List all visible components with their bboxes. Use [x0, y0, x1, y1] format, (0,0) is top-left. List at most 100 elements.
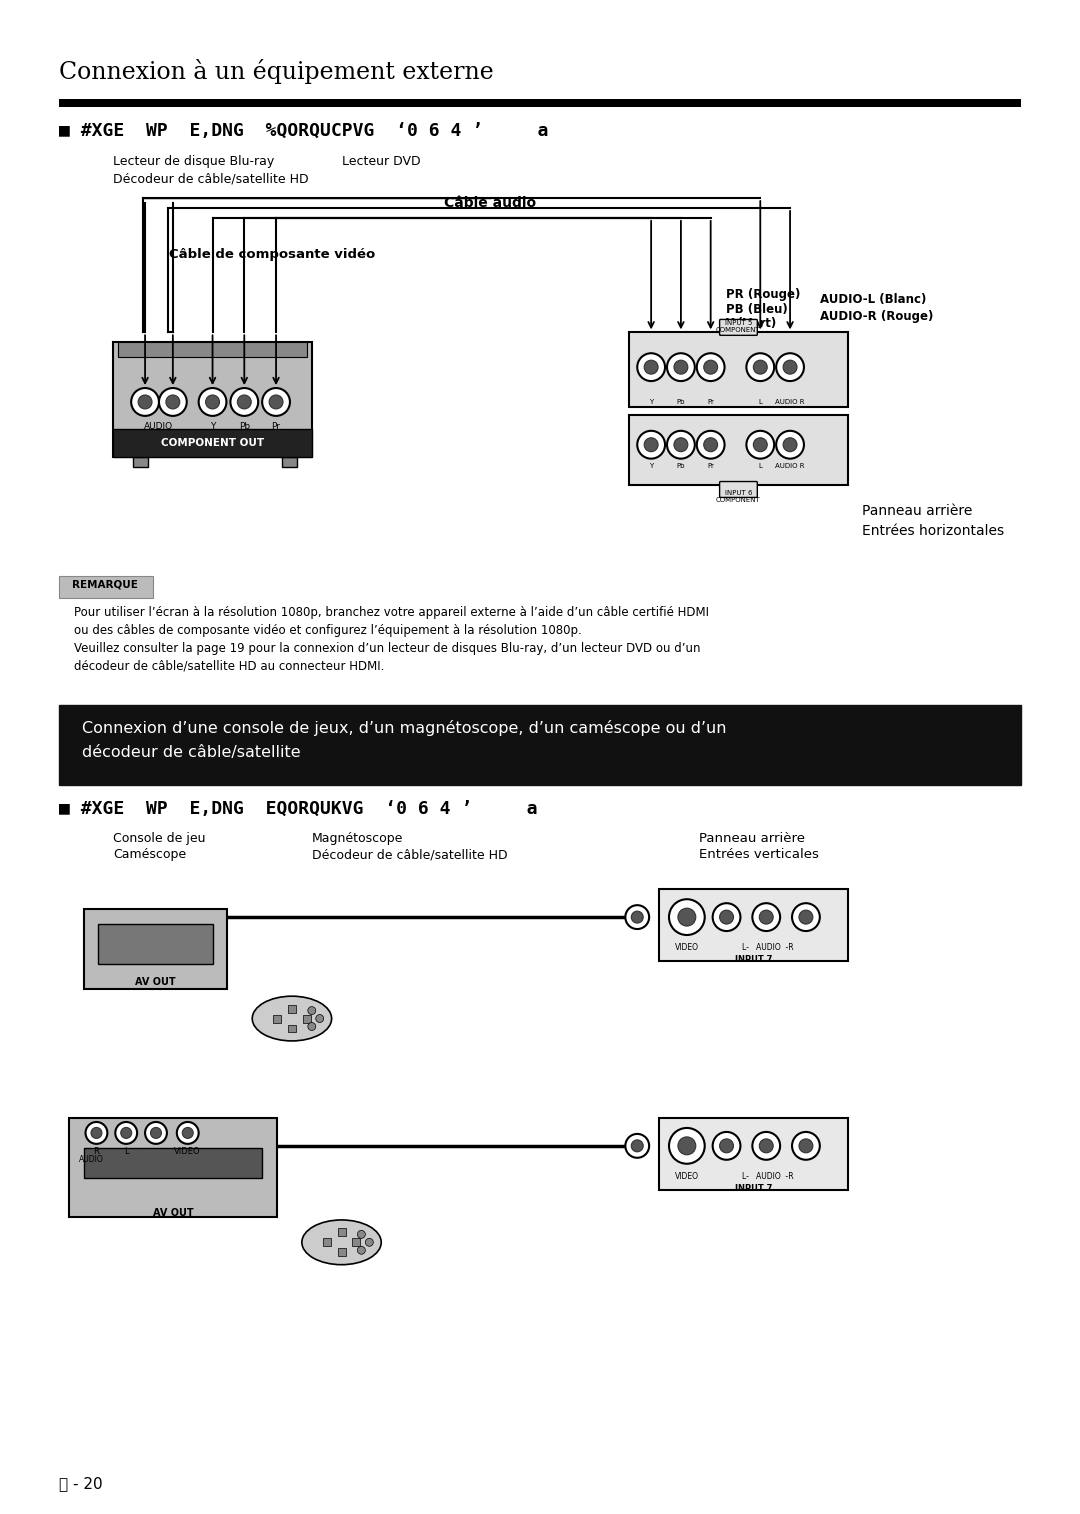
Circle shape: [199, 388, 227, 416]
Bar: [83, 910, 228, 989]
Circle shape: [85, 1122, 107, 1145]
Text: Connexion d’une console de jeux, d’un magnétoscope, d’un caméscope ou d’un: Connexion d’une console de jeux, d’un ma…: [82, 721, 726, 736]
Text: décodeur de câble/satellite: décodeur de câble/satellite: [82, 745, 300, 760]
Bar: [288, 1025, 296, 1033]
Text: L: L: [758, 463, 762, 469]
Circle shape: [637, 353, 665, 382]
Circle shape: [632, 911, 644, 924]
Bar: [98, 924, 213, 964]
Circle shape: [308, 1007, 315, 1014]
Circle shape: [625, 905, 649, 930]
Circle shape: [262, 388, 289, 416]
Circle shape: [315, 1014, 324, 1022]
Circle shape: [674, 360, 688, 374]
Circle shape: [704, 360, 717, 374]
Bar: [630, 333, 848, 407]
Text: décodeur de câble/satellite HD au connecteur HDMI.: décodeur de câble/satellite HD au connec…: [73, 660, 384, 672]
Bar: [659, 889, 848, 961]
Text: AV OUT: AV OUT: [135, 977, 176, 987]
Circle shape: [238, 395, 252, 409]
Ellipse shape: [301, 1220, 381, 1264]
Text: AV OUT: AV OUT: [152, 1208, 193, 1217]
Bar: [69, 1117, 278, 1217]
Text: L-   AUDIO  -R: L- AUDIO -R: [742, 1172, 794, 1181]
Circle shape: [365, 1238, 374, 1246]
Text: COMPONENT OUT: COMPONENT OUT: [161, 438, 265, 448]
Circle shape: [783, 438, 797, 451]
Circle shape: [713, 904, 741, 931]
Text: Pour utiliser l’écran à la résolution 1080p, branchez votre appareil externe à l: Pour utiliser l’écran à la résolution 10…: [73, 606, 708, 619]
Text: Décodeur de câble/satellite HD: Décodeur de câble/satellite HD: [113, 173, 309, 185]
FancyBboxPatch shape: [719, 481, 757, 498]
Circle shape: [719, 1139, 733, 1152]
Text: Câble audio: Câble audio: [444, 197, 537, 210]
Circle shape: [183, 1128, 193, 1139]
Circle shape: [632, 1140, 644, 1152]
Text: L: L: [124, 1146, 129, 1155]
Text: AUDIO: AUDIO: [79, 1155, 104, 1164]
Text: AUDIO: AUDIO: [145, 422, 174, 431]
Text: ■ #XGE  WP  E,DNG  %QORQUCPVG  ‘0 6 4 ’     a: ■ #XGE WP E,DNG %QORQUCPVG ‘0 6 4 ’ a: [58, 121, 549, 139]
Circle shape: [746, 353, 774, 382]
Text: Câble de composante vidéo: Câble de composante vidéo: [168, 248, 375, 260]
Circle shape: [759, 1139, 773, 1152]
Text: VIDEO: VIDEO: [175, 1146, 201, 1155]
Text: Décodeur de câble/satellite HD: Décodeur de câble/satellite HD: [312, 848, 508, 861]
Ellipse shape: [253, 996, 332, 1042]
Text: VIDEO: VIDEO: [675, 1172, 699, 1181]
Text: AUDIO R: AUDIO R: [775, 400, 805, 404]
Circle shape: [357, 1231, 365, 1238]
Text: Pr: Pr: [271, 422, 281, 431]
Bar: [58, 575, 153, 598]
Text: Y (Vert): Y (Vert): [726, 318, 777, 330]
Text: AUDIO R: AUDIO R: [775, 463, 805, 469]
Circle shape: [777, 353, 804, 382]
Circle shape: [269, 395, 283, 409]
Text: Pb: Pb: [239, 422, 249, 431]
Text: INPUT 6
COMPONENT: INPUT 6 COMPONENT: [716, 491, 760, 503]
Bar: [83, 1148, 262, 1178]
Circle shape: [644, 438, 658, 451]
Circle shape: [667, 353, 694, 382]
Circle shape: [697, 353, 725, 382]
Circle shape: [644, 360, 658, 374]
Circle shape: [205, 395, 219, 409]
Text: Y: Y: [649, 463, 653, 469]
Text: Connexion à un équipement externe: Connexion à un équipement externe: [58, 59, 494, 83]
Circle shape: [166, 395, 179, 409]
Bar: [338, 1228, 346, 1237]
Circle shape: [131, 388, 159, 416]
Text: Console de jeu: Console de jeu: [113, 831, 206, 845]
Text: AUDIO-R (Rouge): AUDIO-R (Rouge): [820, 310, 933, 324]
Text: Veuillez consulter la page 19 pour la connexion d’un lecteur de disques Blu-ray,: Veuillez consulter la page 19 pour la co…: [73, 642, 700, 654]
Bar: [133, 457, 148, 466]
Bar: [58, 706, 1022, 784]
Circle shape: [678, 1137, 696, 1155]
Circle shape: [704, 438, 717, 451]
Text: Pr: Pr: [707, 400, 714, 404]
Text: Entrées verticales: Entrées verticales: [699, 848, 819, 861]
Text: INPUT 5
COMPONENT: INPUT 5 COMPONENT: [716, 319, 760, 333]
Circle shape: [116, 1122, 137, 1145]
Circle shape: [230, 388, 258, 416]
Text: Pb: Pb: [677, 463, 685, 469]
Circle shape: [754, 360, 767, 374]
Text: Lecteur de disque Blu-ray: Lecteur de disque Blu-ray: [113, 156, 274, 168]
Text: R: R: [94, 1146, 99, 1155]
Circle shape: [625, 1134, 649, 1158]
Text: INPUT 7: INPUT 7: [734, 1184, 772, 1193]
Text: Panneau arrière: Panneau arrière: [863, 504, 973, 518]
Bar: [273, 1014, 281, 1022]
Circle shape: [777, 431, 804, 459]
Bar: [58, 98, 1022, 106]
Text: PR (Rouge): PR (Rouge): [726, 288, 800, 301]
Circle shape: [783, 360, 797, 374]
Bar: [282, 457, 297, 466]
Circle shape: [177, 1122, 199, 1145]
Circle shape: [674, 438, 688, 451]
FancyBboxPatch shape: [719, 319, 757, 335]
Circle shape: [746, 431, 774, 459]
Text: Caméscope: Caméscope: [113, 848, 187, 861]
Circle shape: [713, 1132, 741, 1160]
Circle shape: [121, 1128, 132, 1139]
